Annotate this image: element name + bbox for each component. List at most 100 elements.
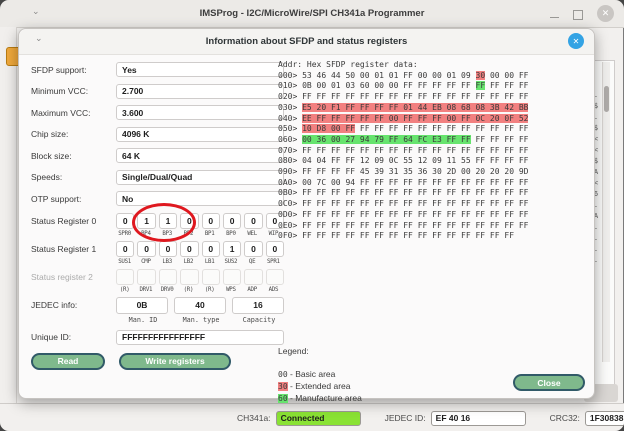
dialog-chevron-icon[interactable]: ⌄ [35, 33, 43, 43]
hex-row-addr: 040> [278, 113, 303, 123]
window-title: IMSProg - I2C/MicroWire/SPI CH341a Progr… [199, 8, 425, 19]
bit-label: BP0 [226, 230, 236, 237]
bit-box[interactable]: 0 [265, 212, 284, 229]
bit-label: (R) [204, 286, 215, 293]
jedec-byte-box[interactable]: 16 [232, 296, 284, 314]
bit-box [158, 268, 178, 285]
bit-box[interactable]: 0 [201, 212, 220, 229]
field-label: Maximum VCC: [31, 107, 91, 118]
unique-id-field[interactable]: FFFFFFFFFFFFFFFF [116, 329, 284, 345]
ch341a-status-badge: Connected [275, 410, 361, 426]
hex-dump-row: 0A0> 00 7C 00 94 FF FF FF FF FF FF FF FF… [278, 177, 529, 187]
scrollbar-thumb[interactable] [604, 86, 609, 112]
bit-label: ADP [247, 286, 257, 293]
ch341a-label: CH341a: [237, 413, 271, 423]
field-value[interactable]: Single/Dual/Quad [116, 169, 284, 185]
field-value[interactable]: 4096 K [116, 126, 284, 142]
bit-box[interactable]: 0 [116, 240, 135, 257]
window-close-button[interactable]: ✕ [597, 5, 614, 22]
field-label: Chip size: [31, 129, 69, 139]
bit-label: LB1 [204, 258, 215, 265]
jedec-byte-box[interactable]: 0B [116, 296, 168, 314]
field-value[interactable]: 2.700 [116, 83, 284, 99]
status-register-label: Status Register 0 [31, 215, 97, 226]
hex-row-addr: 0D0> [278, 209, 303, 219]
hex-dump-row: 0F0> FF FF FF FF FF FF FF FF FF FF FF FF… [278, 231, 515, 241]
jedec-row: JEDEC info: 0B 40 16 [31, 296, 284, 314]
hex-dump-row: 070> FF FF FF FF FF FF FF FF FF FF FF FF… [278, 145, 529, 155]
hex-dump-header: Addr: Hex SFDP register data: [278, 60, 418, 69]
legend-item: 00 - Basic area [278, 369, 336, 379]
bit-box[interactable]: 0 [244, 240, 263, 257]
dialog-close-button[interactable]: ✕ [568, 33, 584, 49]
field-value[interactable]: 3.600 [116, 105, 284, 120]
hex-row-addr: 0A0> [278, 177, 303, 187]
bit-label: SUS2 [224, 258, 238, 265]
hex-dump-row: 060> 00 36 00 27 94 79 FF 64 FC E3 FF FF… [278, 134, 529, 144]
bit-box[interactable]: 1 [222, 240, 242, 257]
status-register-group: Status register 2 [31, 268, 284, 285]
status-register-label: Status register 2 [31, 271, 93, 282]
bit-box[interactable]: 0 [116, 212, 135, 229]
bit-label: BP3 [162, 230, 172, 237]
bit-box[interactable]: 0 [180, 212, 199, 229]
bit-label: WEL [247, 230, 257, 237]
field-row: Block size: 64 K [31, 148, 284, 163]
bit-box[interactable]: 0 [265, 240, 284, 257]
field-row: Maximum VCC: 3.600 [31, 105, 284, 120]
bit-label: WPS [226, 286, 236, 293]
hex-dump-row: 0D0> FF FF FF FF FF FF FF FF FF FF FF FF… [278, 209, 529, 219]
jedec-byte-label: Man. ID [128, 315, 158, 324]
bit-label: BP4 [141, 230, 151, 237]
crc32-label: CRC32: [549, 413, 580, 423]
bit-box [180, 268, 199, 285]
bit-label: DRV1 [139, 286, 153, 293]
legend-code: 60 [278, 394, 288, 403]
window-chevron-icon[interactable]: ⌄ [32, 6, 40, 16]
field-value[interactable]: No [116, 191, 284, 206]
background-ascii-column: . $ . $ < < $ A < 6 . A . . . . [593, 91, 599, 264]
hex-row-addr: 060> [278, 134, 303, 144]
bit-box [137, 268, 156, 285]
bit-box[interactable]: 0 [244, 212, 263, 229]
hex-dump-row: 0B0> FF FF FF FF FF FF FF FF FF FF FF FF… [278, 188, 529, 198]
field-value[interactable]: 64 K [116, 148, 284, 163]
bit-label: LB2 [183, 258, 194, 265]
jedec-byte-box[interactable]: 40 [174, 296, 226, 314]
legend-code: 00 [278, 370, 288, 379]
write-registers-button[interactable]: Write registers [119, 352, 231, 370]
bit-label: (R) [183, 286, 194, 293]
bit-box[interactable]: 0 [201, 240, 220, 257]
hex-dump-row: 030> E5 20 F1 FF FF FF FF 01 44 EB 08 68… [278, 102, 529, 112]
bit-box[interactable]: 0 [222, 212, 242, 229]
maximize-button[interactable] [573, 9, 583, 20]
hex-row-addr: 0F0> [278, 231, 303, 241]
hex-row-addr: 010> [278, 81, 303, 91]
bit-box[interactable]: 1 [158, 212, 178, 229]
bit-label: SPR0 [118, 230, 131, 237]
bit-box[interactable]: 0 [137, 240, 156, 257]
hex-row-addr: 020> [278, 92, 303, 102]
hex-dump-row: 080> 04 04 FF FF 12 09 0C 55 12 09 11 55… [278, 156, 529, 166]
minimize-button[interactable] [550, 16, 559, 19]
legend-item: 30 - Extended area [278, 381, 351, 391]
crc32-value: 1F30838F [584, 410, 624, 426]
bit-box[interactable]: 0 [180, 240, 199, 257]
bit-label: BP2 [183, 230, 194, 237]
bit-box [222, 268, 242, 285]
bit-box[interactable]: 1 [137, 212, 156, 229]
main-titlebar: ⌄ IMSProg - I2C/MicroWire/SPI CH341a Pro… [0, 0, 624, 28]
field-value[interactable]: Yes [116, 62, 284, 77]
bit-label: SPR1 [266, 258, 280, 265]
background-scrollbar[interactable] [602, 62, 610, 362]
bit-box[interactable]: 0 [158, 240, 178, 257]
status-registers: Status Register 0 0 1 1 0 0 0 0 0 SPR0 BP4 BP3 BP2 BP… [31, 202, 284, 293]
field-row: Minimum VCC: 2.700 [31, 83, 284, 99]
legend: Legend: 00 - Basic area 30 - Extended are… [278, 346, 498, 405]
dialog-left-column: SFDP support: Yes Minimum VCC: 2.700 Maximum… [31, 62, 284, 370]
field-row: Speeds: Single/Dual/Quad [31, 169, 284, 185]
close-button[interactable]: Close [513, 374, 585, 391]
read-button[interactable]: Read [31, 352, 105, 370]
